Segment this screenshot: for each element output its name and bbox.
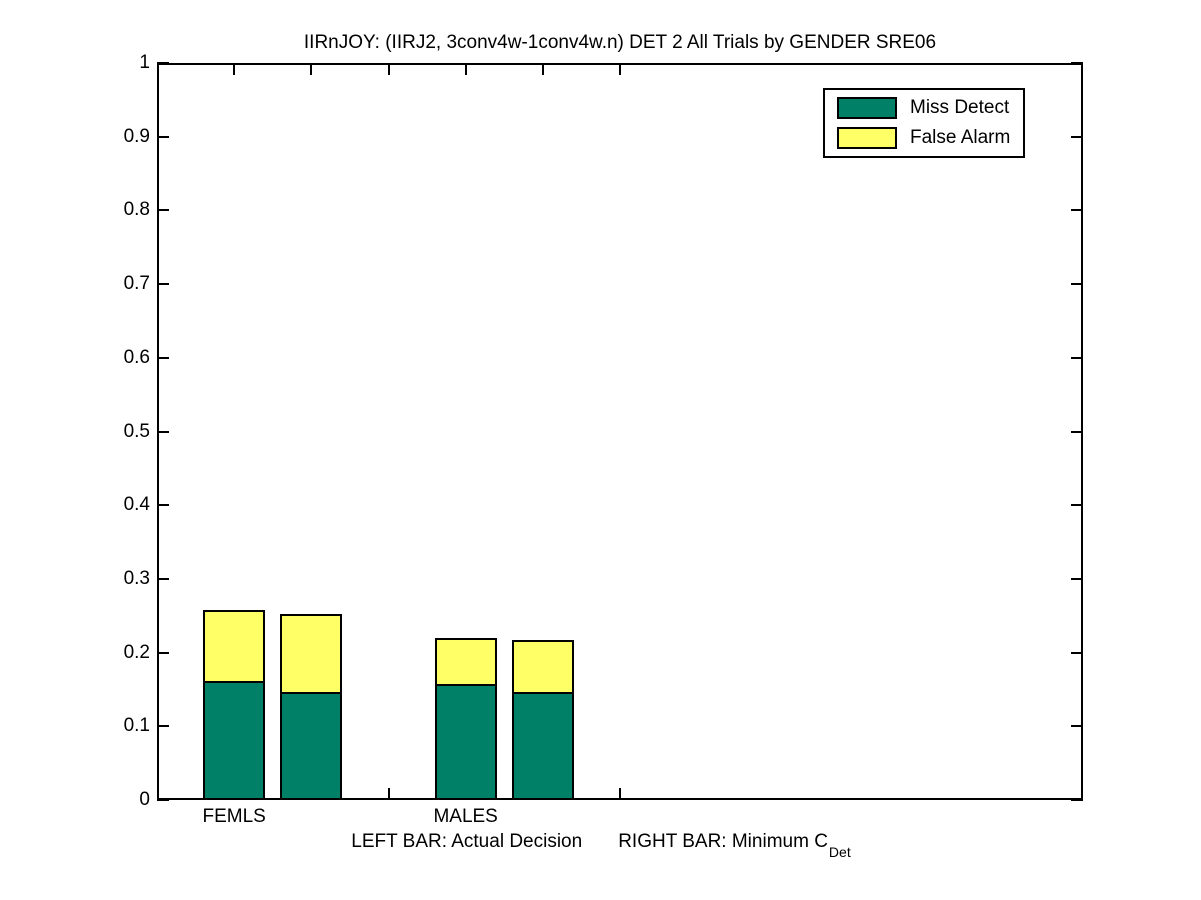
- y-axis-tick-left: [157, 651, 169, 654]
- y-axis-tick-label: 0.7: [123, 273, 150, 295]
- y-axis-tick-right: [1071, 209, 1083, 212]
- legend-label-miss-detect: Miss Detect: [910, 97, 1010, 118]
- bar-femls-minimum-cdet-false-alarm-segment: [280, 613, 343, 694]
- bar-femls-actual-decision-miss-detect-segment: [203, 680, 266, 800]
- y-axis-tick-label: 0.5: [123, 420, 150, 442]
- y-axis-tick-left: [157, 356, 169, 359]
- y-axis-tick-left: [157, 577, 169, 580]
- legend-swatch-miss-detect: [837, 97, 897, 119]
- chart-title: IIRnJOY: (IIRJ2, 3conv4w-1conv4w.n) DET …: [303, 32, 937, 53]
- x-axis-tick-top: [233, 63, 236, 75]
- footnote-right-bar: RIGHT BAR: Minimum C: [618, 831, 828, 852]
- legend-label-false-alarm: False Alarm: [910, 127, 1011, 148]
- y-axis-tick-left: [157, 135, 169, 138]
- y-axis-tick-label: 0.2: [123, 641, 150, 663]
- legend-item-false-alarm: False Alarm: [837, 127, 1023, 149]
- footnote-left-bar: LEFT BAR: Actual Decision: [351, 831, 583, 852]
- x-axis-label-femls: FEMLS: [202, 806, 266, 827]
- x-axis-tick-bottom: [619, 788, 621, 800]
- bar-femls-actual-decision: [203, 63, 266, 800]
- y-axis-tick-label: 0.3: [123, 567, 150, 589]
- bar-femls-actual-decision-false-alarm-segment: [203, 609, 266, 683]
- y-axis-tick-left: [157, 62, 169, 64]
- bar-males-actual-decision-miss-detect-segment: [434, 684, 497, 800]
- x-axis-tick-top: [541, 63, 544, 75]
- y-axis-tick-label: 0.8: [123, 199, 150, 221]
- bar-males-actual-decision: [434, 63, 497, 800]
- bar-males-actual-decision-false-alarm-segment: [434, 637, 497, 687]
- y-axis-tick-right: [1071, 135, 1083, 138]
- y-axis-tick-right: [1071, 62, 1083, 64]
- bar-males-minimum-cdet-miss-detect-segment: [511, 692, 574, 800]
- bar-males-minimum-cdet: [511, 63, 574, 800]
- bar-femls-minimum-cdet: [280, 63, 343, 800]
- y-axis-tick-right: [1071, 356, 1083, 359]
- bar-males-minimum-cdet-false-alarm-segment: [511, 640, 574, 695]
- bar-femls-minimum-cdet-miss-detect-segment: [280, 691, 343, 800]
- x-axis-tick-top: [619, 63, 621, 75]
- legend-item-miss-detect: Miss Detect: [837, 97, 1023, 119]
- y-axis-tick-right: [1071, 725, 1083, 728]
- legend-swatch-false-alarm: [837, 127, 897, 149]
- y-axis-tick-left: [157, 430, 169, 433]
- plot-area: Miss Detect False Alarm: [157, 62, 1083, 801]
- x-axis-tick-bottom: [387, 788, 390, 800]
- y-axis-tick-label: 0.9: [123, 125, 150, 147]
- y-axis-tick-right: [1071, 577, 1083, 580]
- x-axis-label-males: MALES: [433, 806, 498, 827]
- y-axis-tick-left: [157, 799, 169, 801]
- y-axis-tick-right: [1071, 504, 1083, 507]
- y-axis-tick-right: [1071, 283, 1083, 286]
- y-axis-tick-right: [1071, 430, 1083, 433]
- y-axis-tick-label: 0.4: [123, 494, 150, 516]
- y-axis-tick-left: [157, 725, 169, 728]
- y-axis-tick-label: 0.6: [123, 346, 150, 368]
- y-axis-tick-label: 0: [139, 789, 150, 810]
- y-axis-tick-right: [1071, 799, 1083, 801]
- y-axis-tick-left: [157, 283, 169, 286]
- x-axis-tick-top: [387, 63, 390, 75]
- legend: Miss Detect False Alarm: [823, 88, 1025, 158]
- y-axis-tick-label: 1: [139, 52, 150, 73]
- y-axis-tick-left: [157, 504, 169, 507]
- y-axis-tick-right: [1071, 651, 1083, 654]
- x-axis-tick-top: [464, 63, 467, 75]
- x-axis-tick-top: [310, 63, 313, 75]
- footnote-right-bar-subscript: Det: [828, 843, 851, 860]
- y-axis-tick-label: 0.1: [123, 715, 150, 737]
- y-axis-tick-left: [157, 209, 169, 212]
- bar-key-footnote: LEFT BAR: Actual Decision RIGHT BAR: Mini…: [0, 830, 1201, 859]
